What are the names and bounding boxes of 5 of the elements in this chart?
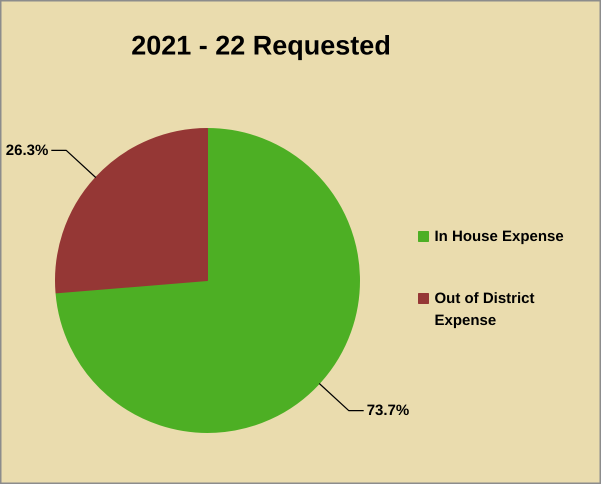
data-label: 26.3% xyxy=(6,142,48,159)
legend-label: In House Expense xyxy=(434,228,564,245)
data-label: 73.7% xyxy=(366,402,410,420)
legend-label: Out of District Expense xyxy=(434,290,534,329)
chart-title: 2021 - 22 Requested xyxy=(131,30,391,60)
